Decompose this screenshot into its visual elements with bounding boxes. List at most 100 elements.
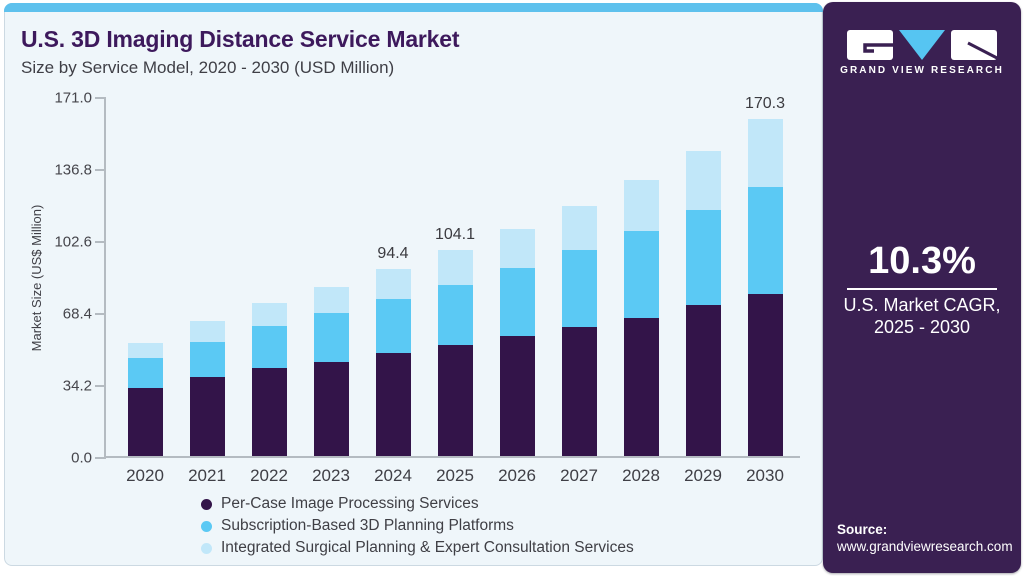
bar-segment — [313, 287, 349, 314]
bar-total-label: 104.1 — [434, 225, 476, 243]
x-tick-label: 2021 — [188, 466, 226, 485]
x-tick-label: 2020 — [126, 466, 164, 485]
bar-total-label: 94.4 — [377, 245, 409, 263]
x-tick-label: 2026 — [498, 466, 536, 485]
y-axis-tick — [95, 457, 106, 459]
bar-segment — [623, 179, 659, 231]
logo-g-notch — [863, 43, 893, 53]
legend-item: Per-Case Image Processing Services — [201, 495, 634, 513]
legend-label: Subscription-Based 3D Planning Platforms — [221, 517, 514, 534]
cagr-caption-line2: 2025 - 2030 — [873, 317, 971, 337]
bar-segment — [561, 326, 597, 456]
bar-stack-2023 — [313, 287, 349, 456]
bar-stack-2021 — [189, 321, 225, 456]
top-accent-strip — [4, 3, 823, 12]
y-axis-tick — [95, 241, 106, 243]
source-url: www.grandviewresearch.com — [837, 539, 1013, 554]
bar-segment — [499, 336, 535, 456]
bar-segment — [375, 269, 411, 300]
source-block: Source: www.grandviewresearch.com — [837, 521, 1013, 555]
y-tick-label: 68.4 — [62, 305, 92, 323]
bar-segment — [251, 368, 287, 456]
gvr-logo-icon — [847, 30, 997, 60]
x-tick-label: 2029 — [684, 466, 722, 485]
bar-segment — [375, 299, 411, 354]
plot-area: 0.0 34.2 68.4 102.6 136.8 171.0 2020 2021 2022 20… — [54, 90, 800, 485]
bar-segment — [127, 388, 163, 456]
source-label: Source: — [837, 522, 888, 537]
legend-label: Integrated Surgical Planning & Expert Co… — [221, 539, 634, 556]
x-tick-label: 2028 — [622, 466, 660, 485]
bar-segment — [437, 249, 473, 285]
sidebar: GRAND VIEW RESEARCH 10.3% U.S. Market CA… — [823, 2, 1021, 573]
bar-segment — [127, 357, 163, 389]
bar-total-label: 170.3 — [744, 94, 786, 112]
x-tick-label: 2024 — [374, 466, 412, 485]
bar-stack-2030 — [747, 118, 783, 456]
y-tick-label: 171.0 — [54, 89, 92, 107]
bar-segment — [313, 313, 349, 362]
bar-stack-2022 — [251, 303, 287, 456]
y-tick-label: 102.6 — [54, 233, 92, 251]
bar-segment — [499, 268, 535, 337]
x-tick-label: 2022 — [250, 466, 288, 485]
bar-stack-2029 — [685, 150, 721, 456]
legend: Per-Case Image Processing Services Subsc… — [201, 495, 634, 557]
bar-segment — [251, 303, 287, 326]
bar-stack-2027 — [561, 205, 597, 456]
chart-card: U.S. 3D Imaging Distance Service Market … — [4, 3, 823, 566]
bar-segment — [127, 342, 163, 358]
bar-segment — [251, 325, 287, 369]
bar-segment — [623, 317, 659, 456]
cagr-divider — [847, 288, 997, 290]
page-subtitle: Size by Service Model, 2020 - 2030 (USD … — [21, 58, 395, 77]
page-title: U.S. 3D Imaging Distance Service Market — [21, 26, 460, 52]
y-tick-label: 34.2 — [62, 377, 92, 395]
x-tick-label: 2023 — [312, 466, 350, 485]
bar-segment — [747, 186, 783, 294]
y-axis-tick — [95, 313, 106, 315]
bar-segment — [623, 230, 659, 318]
bar-segment — [561, 205, 597, 251]
bar-segment — [437, 284, 473, 345]
bar-segment — [747, 293, 783, 456]
bar-segment — [685, 150, 721, 210]
legend-dot-icon — [201, 520, 212, 532]
bar-stack-2025 — [437, 249, 473, 456]
logo-r-slash — [967, 41, 997, 60]
bar-stack-2028 — [623, 179, 659, 456]
legend-dot-icon — [201, 542, 212, 554]
x-tick-label: 2025 — [436, 466, 474, 485]
bar-segment — [375, 353, 411, 456]
legend-item: Integrated Surgical Planning & Expert Co… — [201, 539, 634, 557]
x-tick-label: 2030 — [746, 466, 784, 485]
brand-name: GRAND VIEW RESEARCH — [840, 65, 1004, 76]
bar-segment — [189, 321, 225, 342]
cagr-caption: U.S. Market CAGR, 2025 - 2030 — [823, 294, 1021, 338]
bar-stack-2020 — [127, 342, 163, 456]
bar-stack-2026 — [499, 228, 535, 456]
y-axis-tick — [95, 385, 106, 387]
legend-label: Per-Case Image Processing Services — [221, 495, 479, 512]
y-axis-tick — [95, 97, 106, 99]
cagr-caption-line1: U.S. Market CAGR, — [843, 295, 1001, 315]
y-axis-tick — [95, 169, 106, 171]
bar-segment — [685, 209, 721, 306]
bar-segment — [313, 361, 349, 456]
cagr-value: 10.3% — [868, 240, 976, 282]
bar-segment — [189, 341, 225, 378]
bar-segment — [437, 344, 473, 456]
x-tick-label: 2027 — [560, 466, 598, 485]
bar-stack-2024 — [375, 269, 411, 456]
legend-dot-icon — [201, 498, 212, 510]
bar-segment — [747, 118, 783, 187]
gvr-logo: GRAND VIEW RESEARCH — [823, 29, 1021, 76]
bar-segment — [561, 250, 597, 327]
y-tick-label: 0.0 — [71, 449, 92, 467]
bar-segment — [189, 377, 225, 456]
y-axis-title: Market Size (US$ Million) — [29, 204, 44, 352]
logo-v-triangle-icon — [899, 30, 945, 60]
bar-segment — [685, 305, 721, 456]
legend-item: Subscription-Based 3D Planning Platforms — [201, 517, 634, 535]
y-tick-label: 136.8 — [54, 161, 92, 179]
